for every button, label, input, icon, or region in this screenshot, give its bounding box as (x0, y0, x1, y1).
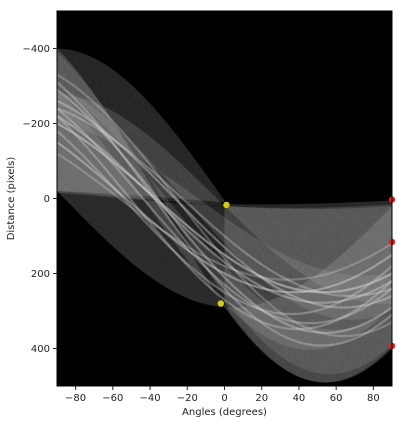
y-tick-label-2: 0 (44, 194, 50, 205)
x-tick-label-0: −80 (65, 393, 86, 404)
x-tick-label-8: 80 (367, 393, 380, 404)
sinusoid-line-9 (57, 81, 392, 347)
sinusoid-line-8 (57, 152, 392, 281)
x-tick-label-2: −40 (140, 393, 161, 404)
x-tick-label-5: 20 (255, 393, 268, 404)
x-tick-label-1: −60 (102, 393, 123, 404)
sinusoid-line-6 (57, 107, 392, 298)
sinusoid-line-1 (57, 115, 392, 304)
y-tick-label-0: −400 (23, 44, 50, 55)
sinusoid-line-11 (57, 115, 392, 331)
y-axis-ticks: −400 −200 0 200 400 (23, 44, 57, 355)
y-tick-label-1: −200 (23, 119, 50, 130)
peak-marker-0 (223, 201, 230, 209)
x-tick-label-7: 60 (330, 393, 343, 404)
sinusoid-line-5 (57, 130, 392, 316)
x-axis-ticks: −80 −60 −40 −20 0 20 40 60 80 (65, 386, 380, 404)
sinusoid-band-6 (57, 52, 392, 375)
sinusoid-line-0 (57, 122, 392, 294)
peak-marker-1 (217, 300, 224, 307)
x-tick-label-6: 40 (293, 393, 306, 404)
y-axis-label: Distance (pixels) (6, 157, 17, 241)
peak-markers (217, 196, 396, 350)
sinusoid-line-10 (57, 73, 392, 338)
x-tick-label-4: 0 (221, 393, 227, 404)
accumulator-image (57, 48, 392, 383)
y-tick-label-4: 400 (31, 344, 50, 355)
x-axis-label: Angles (degrees) (182, 407, 267, 418)
y-tick-label-3: 200 (31, 269, 50, 280)
x-tick-label-3: −20 (177, 393, 198, 404)
